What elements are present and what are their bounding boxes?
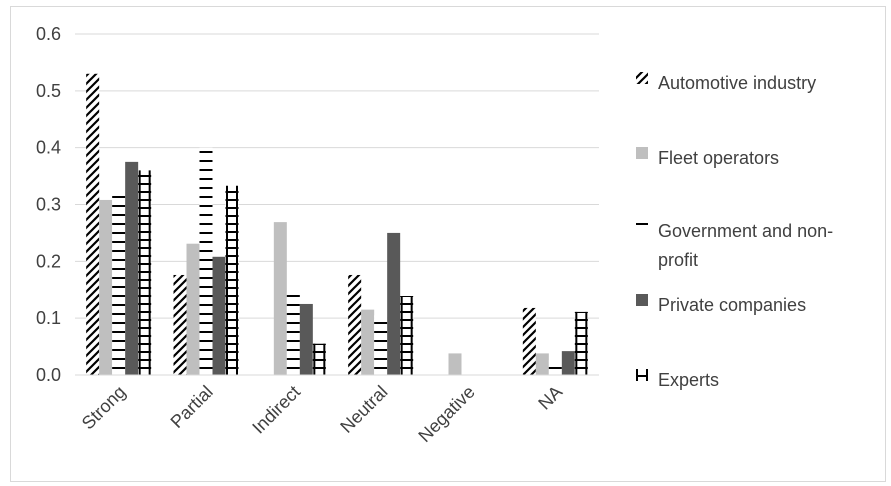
legend: Automotive industry Fleet operators Govern… <box>636 72 833 390</box>
legend-label: Fleet operators <box>658 148 779 168</box>
bar <box>400 296 414 375</box>
chart-frame: 0.0 0.1 0.2 0.3 0.4 0.5 0.6 Strong Partial Indir… <box>10 6 886 482</box>
x-tick-label: Negative <box>414 382 478 446</box>
bar <box>199 147 213 375</box>
bar <box>374 315 388 375</box>
legend-label: Automotive industry <box>658 73 816 93</box>
y-tick-label: 0.5 <box>36 81 61 101</box>
legend-label-continued: profit <box>658 250 698 270</box>
gridlines <box>75 33 599 376</box>
x-tick-label: Partial <box>167 382 217 432</box>
legend-label: Government and non- <box>658 221 833 241</box>
y-tick-label: 0.3 <box>36 195 61 215</box>
bar <box>522 307 536 375</box>
bar <box>225 185 239 375</box>
bar <box>186 243 200 375</box>
y-tick-label: 0.1 <box>36 308 61 328</box>
legend-swatch <box>636 294 648 306</box>
bar <box>125 161 139 375</box>
bar <box>299 303 313 375</box>
bar <box>361 309 375 375</box>
legend-swatch <box>636 72 648 84</box>
bar <box>348 274 362 375</box>
x-tick-label: NA <box>534 382 566 414</box>
legend-label: Experts <box>658 370 719 390</box>
bar <box>548 360 562 375</box>
y-tick-label: 0.0 <box>36 365 61 385</box>
bar <box>448 353 462 375</box>
legend-swatch <box>636 147 648 159</box>
bar-chart: 0.0 0.1 0.2 0.3 0.4 0.5 0.6 Strong Partial Indir… <box>36 24 833 446</box>
legend-swatch <box>636 220 648 232</box>
x-tick-label: Indirect <box>248 382 304 438</box>
x-tick-label: Neutral <box>336 382 391 437</box>
bar <box>138 170 152 375</box>
bar <box>574 311 588 375</box>
y-tick-label: 0.6 <box>36 24 61 44</box>
x-tick-label: Strong <box>78 382 130 434</box>
bar <box>99 199 113 375</box>
y-axis: 0.0 0.1 0.2 0.3 0.4 0.5 0.6 <box>36 24 61 385</box>
y-tick-label: 0.4 <box>36 138 61 158</box>
legend-swatch <box>636 369 648 381</box>
y-tick-label: 0.2 <box>36 251 61 271</box>
bar <box>286 292 300 375</box>
bar <box>86 73 100 376</box>
bar <box>561 351 575 375</box>
bar <box>273 222 287 375</box>
bar <box>173 274 187 375</box>
x-axis: Strong Partial Indirect Neutral Negative NA <box>75 374 599 446</box>
bars <box>86 73 588 376</box>
legend-label: Private companies <box>658 295 806 315</box>
bar <box>212 256 226 375</box>
bar <box>387 232 401 375</box>
bar <box>535 353 549 375</box>
bar <box>312 343 326 375</box>
bar <box>112 195 126 375</box>
